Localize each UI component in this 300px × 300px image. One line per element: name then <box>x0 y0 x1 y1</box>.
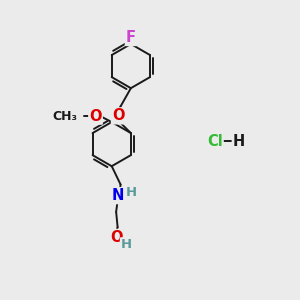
Text: H: H <box>233 134 245 149</box>
Text: O: O <box>89 109 102 124</box>
Text: N: N <box>111 188 124 203</box>
Text: O: O <box>112 108 124 123</box>
Text: O: O <box>110 230 122 245</box>
Text: H: H <box>121 238 132 251</box>
Text: F: F <box>126 30 136 45</box>
Text: H: H <box>126 186 137 199</box>
Text: Cl: Cl <box>207 134 223 149</box>
Text: CH₃: CH₃ <box>52 110 77 123</box>
